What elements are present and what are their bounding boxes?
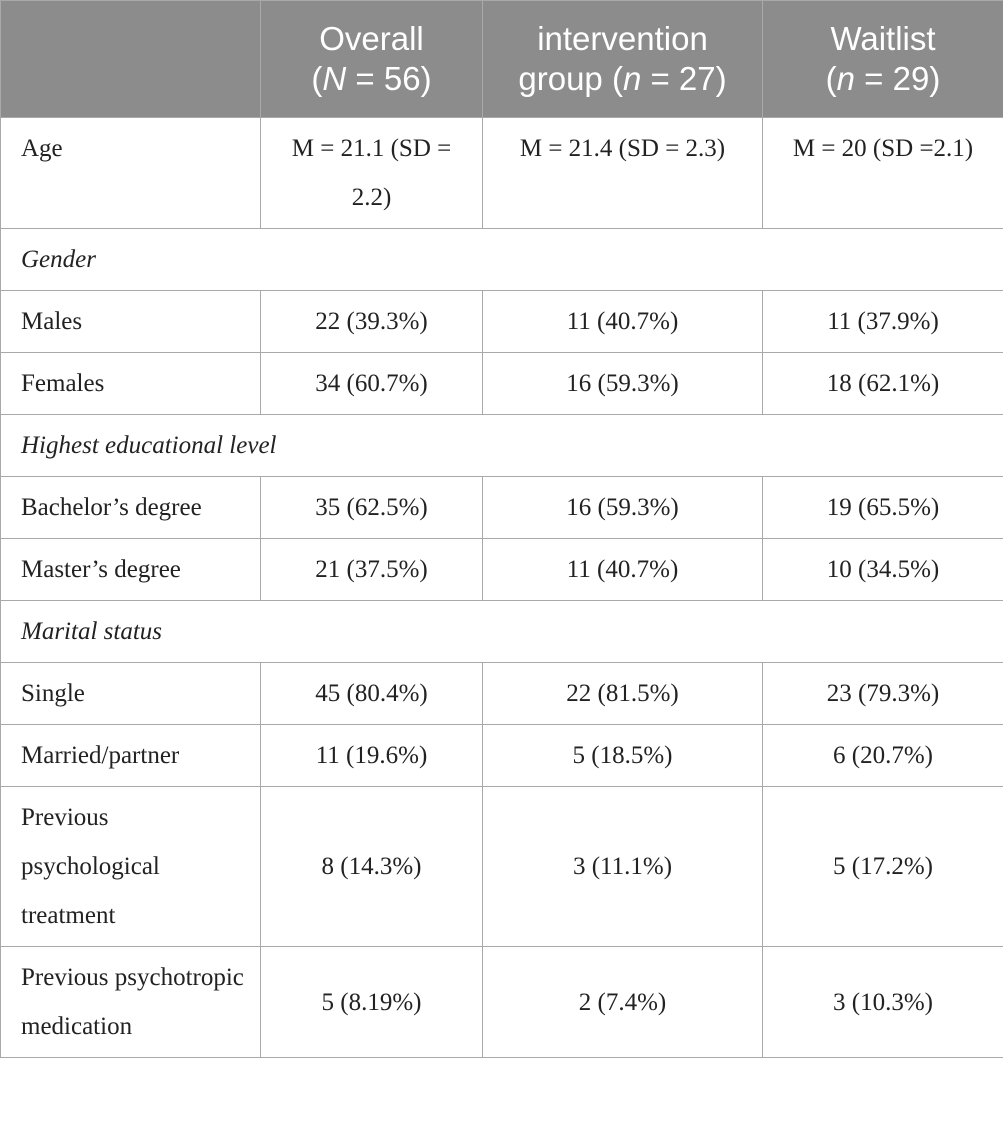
value-cell: M = 21.1 (SD = 2.2) [260, 117, 483, 229]
row-label: Master’s degree [0, 538, 261, 601]
value-cell: M = 20 (SD =2.1) [762, 117, 1003, 229]
header-part: n [836, 60, 856, 97]
value-cell: 16 (59.3%) [482, 476, 763, 539]
value-cell: 3 (10.3%) [762, 946, 1003, 1058]
table-row: Bachelor’s degree 35 (62.5%) 16 (59.3%) 19 … [0, 476, 1003, 539]
row-label: Previous psychological treatment [0, 786, 261, 947]
value-cell: 5 (18.5%) [482, 724, 763, 787]
row-label: Males [0, 290, 261, 353]
table-row: Marital status [0, 600, 1003, 663]
value-cell: 11 (37.9%) [762, 290, 1003, 353]
row-label: Previous psychotropic medication [0, 946, 261, 1058]
row-label: Age [0, 117, 261, 229]
table-row: Single 45 (80.4%) 22 (81.5%) 23 (79.3%) [0, 662, 1003, 725]
table-row: Age M = 21.1 (SD = 2.2) M = 21.4 (SD = 2.3… [0, 117, 1003, 229]
value-cell: 6 (20.7%) [762, 724, 1003, 787]
header-cell: Overall (N = 56) [260, 0, 483, 118]
value-cell: 18 (62.1%) [762, 352, 1003, 415]
header-part: = 29) [855, 60, 941, 97]
header-part: N [322, 60, 347, 97]
header-cell: Waitlist (n = 29) [762, 0, 1003, 118]
value-cell: 10 (34.5%) [762, 538, 1003, 601]
value-cell: 5 (8.19%) [260, 946, 483, 1058]
header-part: n [622, 60, 642, 97]
value-cell: 16 (59.3%) [482, 352, 763, 415]
value-cell: 2 (7.4%) [482, 946, 763, 1058]
header-part: group ( [518, 60, 623, 97]
header-cell: intervention group (n = 27) [482, 0, 763, 118]
table-row: Married/partner 11 (19.6%) 5 (18.5%) 6 (20.… [0, 724, 1003, 787]
value-cell: 45 (80.4%) [260, 662, 483, 725]
header-line: intervention [537, 20, 708, 57]
table-row: Previous psychotropic medication 5 (8.19%… [0, 946, 1003, 1058]
table-row: Females 34 (60.7%) 16 (59.3%) 18 (62.1%) [0, 352, 1003, 415]
value-cell: 11 (40.7%) [482, 290, 763, 353]
row-label: Married/partner [0, 724, 261, 787]
value-cell: 23 (79.3%) [762, 662, 1003, 725]
demographics-table: Overall (N = 56) intervention group (n = 27… [0, 0, 1003, 1058]
section-cell: Gender [0, 228, 1003, 291]
row-label: Single [0, 662, 261, 725]
section-cell: Marital status [0, 600, 1003, 663]
table-row: Gender [0, 228, 1003, 291]
header-row: Overall (N = 56) intervention group (n = 27… [0, 0, 1003, 118]
table-row: Previous psychological treatment 8 (14.3%… [0, 786, 1003, 947]
header-part: = 27) [641, 60, 727, 97]
value-cell: 8 (14.3%) [260, 786, 483, 947]
value-cell: 22 (39.3%) [260, 290, 483, 353]
value-cell: 11 (19.6%) [260, 724, 483, 787]
value-cell: 19 (65.5%) [762, 476, 1003, 539]
header-part: = 56) [346, 60, 432, 97]
value-cell: 34 (60.7%) [260, 352, 483, 415]
header-cell [0, 0, 261, 118]
header-line: Overall [319, 20, 424, 57]
table-row: Master’s degree 21 (37.5%) 11 (40.7%) 10 (3… [0, 538, 1003, 601]
value-cell: 35 (62.5%) [260, 476, 483, 539]
section-cell: Highest educational level [0, 414, 1003, 477]
value-cell: 21 (37.5%) [260, 538, 483, 601]
row-label: Females [0, 352, 261, 415]
value-cell: 3 (11.1%) [482, 786, 763, 947]
table-row: Males 22 (39.3%) 11 (40.7%) 11 (37.9%) [0, 290, 1003, 353]
table-body: Age M = 21.1 (SD = 2.2) M = 21.4 (SD = 2.3… [0, 117, 1003, 1058]
header-line: Waitlist [830, 20, 936, 57]
row-label: Bachelor’s degree [0, 476, 261, 539]
value-cell: 5 (17.2%) [762, 786, 1003, 947]
value-cell: M = 21.4 (SD = 2.3) [482, 117, 763, 229]
value-cell: 22 (81.5%) [482, 662, 763, 725]
header-part: ( [825, 60, 837, 97]
table-row: Highest educational level [0, 414, 1003, 477]
value-cell: 11 (40.7%) [482, 538, 763, 601]
header-part: ( [311, 60, 323, 97]
